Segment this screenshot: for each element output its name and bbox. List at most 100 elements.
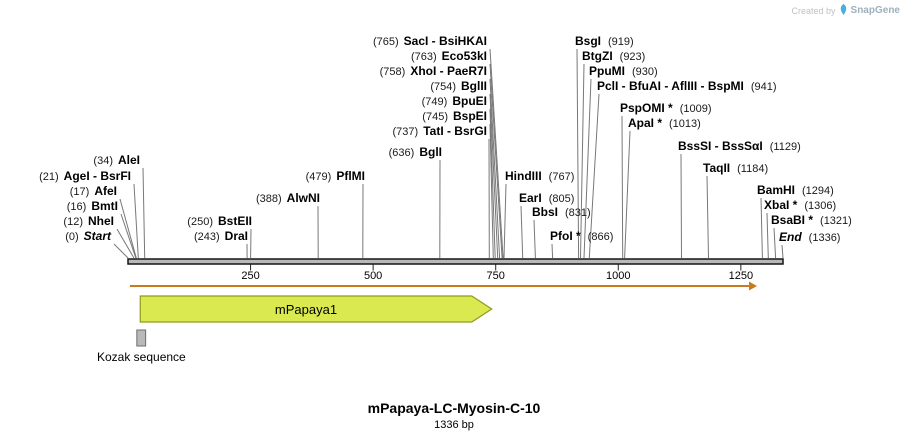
site-position: (831) xyxy=(565,207,591,219)
restriction-site-label[interactable]: BtgZI (923) xyxy=(582,50,645,64)
restriction-site-label[interactable]: PfoI * (866) xyxy=(550,230,613,244)
site-name: AgeI - BsrFI xyxy=(63,169,131,183)
site-position: (1306) xyxy=(804,200,837,212)
site-position: (12) xyxy=(63,216,83,228)
restriction-site-label[interactable]: BsaBI * (1321) xyxy=(771,214,852,228)
site-position: (636) xyxy=(388,147,415,159)
site-name: SacI - BsiHKAI xyxy=(403,34,487,48)
site-leader-line xyxy=(489,63,503,259)
site-leader-line xyxy=(503,183,507,259)
site-position: (1013) xyxy=(669,118,701,130)
site-name: BtgZI xyxy=(582,49,613,63)
restriction-site-label[interactable]: (749) BpuEI xyxy=(422,95,487,109)
restriction-site-label[interactable]: (21) AgeI - BsrFI xyxy=(39,170,131,184)
restriction-site-label[interactable]: HindIII (767) xyxy=(505,170,574,184)
site-position: (1336) xyxy=(808,232,841,244)
site-leader-line xyxy=(533,219,536,259)
restriction-site-label[interactable]: BbsI (831) xyxy=(532,206,591,220)
site-position: (930) xyxy=(632,66,658,78)
site-position: (923) xyxy=(619,51,646,63)
restriction-site-label[interactable]: (479) PflMI xyxy=(306,170,365,184)
site-name: AlwNI xyxy=(286,191,320,205)
restriction-site-label[interactable]: (737) TatI - BsrGI xyxy=(393,125,487,139)
feature-box-kozak[interactable] xyxy=(136,329,147,347)
site-name: BglII xyxy=(461,79,487,93)
site-name: BssSI - BssSαI xyxy=(678,139,763,153)
restriction-site-label[interactable]: BamHI (1294) xyxy=(757,184,834,198)
restriction-site-label[interactable]: (17) AfeI xyxy=(70,185,117,199)
site-position: (758) xyxy=(379,66,406,78)
site-leader-line xyxy=(489,93,499,259)
site-name: BbsI xyxy=(532,205,559,219)
restriction-site-label[interactable]: (16) BmtI xyxy=(67,200,118,214)
site-leader-line xyxy=(133,183,139,259)
restriction-site-label[interactable]: End (1336) xyxy=(779,231,840,245)
site-name: BsaBI * xyxy=(771,213,814,227)
site-leader-line xyxy=(116,228,135,259)
site-name: DraI xyxy=(224,229,248,243)
site-position: (1294) xyxy=(802,185,834,197)
restriction-site-label[interactable]: BssSI - BssSαI (1129) xyxy=(678,140,801,154)
restriction-site-label[interactable]: (758) XhoI - PaeR7I xyxy=(380,65,487,79)
site-leader-line xyxy=(489,78,501,259)
sequence-line[interactable] xyxy=(127,258,784,265)
site-position: (250) xyxy=(187,216,213,228)
site-position: (1321) xyxy=(820,215,852,227)
site-name: BamHI xyxy=(757,183,796,197)
site-position: (16) xyxy=(66,201,87,213)
restriction-site-label[interactable]: (765) SacI - BsiHKAI xyxy=(373,35,487,49)
site-name: PpuMI xyxy=(589,64,625,78)
site-leader-line xyxy=(773,227,777,259)
site-name: BspEI xyxy=(452,109,487,123)
site-name: HindIII xyxy=(505,169,542,183)
restriction-site-label[interactable]: (12) NheI xyxy=(63,215,114,229)
site-name: TaqII xyxy=(703,161,731,175)
site-leader-line xyxy=(624,130,631,259)
site-leader-line xyxy=(588,93,600,259)
site-position: (749) xyxy=(421,96,448,108)
site-position: (866) xyxy=(587,231,614,243)
site-leader-line xyxy=(576,48,580,259)
watermark-brand: SnapGene xyxy=(850,5,900,16)
feature-arrow-mpapaya1[interactable] xyxy=(139,295,493,323)
site-position: (805) xyxy=(548,193,575,205)
site-leader-line xyxy=(680,153,682,259)
restriction-site-label[interactable]: (34) AleI xyxy=(93,154,140,168)
feature-label-kozak: Kozak sequence xyxy=(97,350,186,364)
restriction-site-label[interactable]: ApaI * (1013) xyxy=(628,117,701,131)
site-leader-line xyxy=(120,213,137,259)
ruler-number: 250 xyxy=(241,270,260,282)
restriction-site-label[interactable]: EarI (805) xyxy=(519,192,574,206)
site-position: (745) xyxy=(422,111,448,123)
restriction-site-label[interactable]: TaqII (1184) xyxy=(703,162,768,176)
site-name: XhoI - PaeR7I xyxy=(410,64,487,78)
restriction-site-label[interactable]: (243) DraI xyxy=(194,230,248,244)
site-leader-line xyxy=(489,108,496,259)
site-leader-line xyxy=(489,48,504,259)
site-name: End xyxy=(779,230,802,244)
site-leader-line xyxy=(551,243,554,259)
restriction-site-label[interactable]: BsgI (919) xyxy=(575,35,634,49)
restriction-site-label[interactable]: PspOMI * (1009) xyxy=(620,102,711,116)
restriction-site-label[interactable]: PpuMI (930) xyxy=(589,65,658,79)
restriction-site-label[interactable]: (250) BstEII xyxy=(187,215,252,229)
ruler-number: 1250 xyxy=(728,270,754,282)
site-position: (243) xyxy=(193,231,220,243)
site-position: (763) xyxy=(410,51,437,63)
restriction-site-label[interactable]: PclI - BfuAI - AflIII - BspMI (941) xyxy=(597,80,777,94)
restriction-site-label[interactable]: (388) AlwNI xyxy=(256,192,320,206)
site-name: PspOMI * xyxy=(620,101,673,115)
ruler-number: 1000 xyxy=(606,270,631,282)
site-leader-line xyxy=(489,123,494,259)
site-position: (941) xyxy=(750,81,777,93)
restriction-site-label[interactable]: (763) Eco53kI xyxy=(411,50,487,64)
site-name: XbaI * xyxy=(764,198,798,212)
restriction-site-label[interactable]: (754) BglII xyxy=(430,80,487,94)
restriction-site-label[interactable]: (636) BglI xyxy=(389,146,442,160)
site-name: Start xyxy=(83,229,111,243)
restriction-site-label[interactable]: (0) Start xyxy=(65,230,111,244)
restriction-site-label[interactable]: (745) BspEI xyxy=(422,110,487,124)
site-position: (737) xyxy=(392,126,419,138)
restriction-site-label[interactable]: XbaI * (1306) xyxy=(764,199,836,213)
site-leader-line xyxy=(583,78,592,259)
